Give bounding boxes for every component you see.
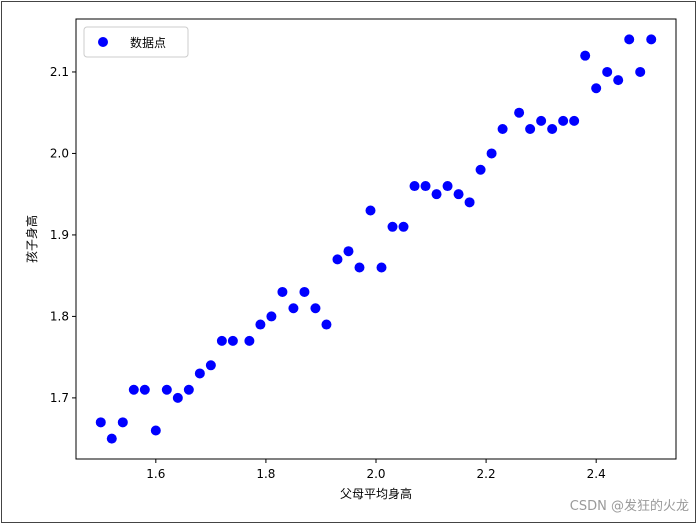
data-point bbox=[525, 124, 536, 134]
data-point bbox=[409, 181, 420, 192]
data-points bbox=[95, 34, 657, 444]
data-point bbox=[255, 319, 266, 330]
x-tick-label: 1.8 bbox=[256, 467, 275, 481]
data-point bbox=[475, 164, 486, 175]
legend: 数据点 bbox=[83, 26, 189, 58]
data-point bbox=[486, 148, 497, 159]
x-axis-label: 父母平均身高 bbox=[340, 486, 412, 501]
data-point bbox=[194, 368, 205, 379]
data-point bbox=[431, 189, 442, 200]
data-point bbox=[624, 34, 635, 45]
data-point bbox=[310, 303, 321, 314]
y-tick-label: 1.9 bbox=[50, 228, 69, 242]
data-point bbox=[161, 384, 172, 395]
legend-box bbox=[83, 26, 189, 58]
y-tick-label: 1.7 bbox=[50, 391, 69, 405]
data-point bbox=[398, 221, 409, 232]
legend-label: 数据点 bbox=[130, 35, 166, 50]
data-point bbox=[288, 303, 299, 314]
data-point bbox=[332, 254, 343, 265]
data-point bbox=[453, 189, 464, 200]
data-point bbox=[354, 262, 365, 273]
data-point bbox=[150, 425, 161, 436]
data-point bbox=[95, 417, 106, 428]
data-point bbox=[613, 75, 624, 86]
y-tick-label: 2.0 bbox=[50, 146, 69, 160]
watermark: CSDN @发狂的火龙 bbox=[570, 498, 689, 514]
data-point bbox=[172, 392, 183, 403]
data-point bbox=[558, 115, 569, 126]
x-tick-label: 2.4 bbox=[587, 467, 606, 481]
data-point bbox=[376, 262, 387, 273]
x-tick-label: 2.0 bbox=[366, 467, 385, 481]
data-point bbox=[602, 66, 613, 77]
data-point bbox=[343, 246, 354, 257]
y-tick-label: 2.1 bbox=[50, 65, 69, 79]
data-point bbox=[321, 319, 332, 330]
y-axis-label: 孩子身高 bbox=[24, 215, 39, 263]
data-point bbox=[299, 286, 310, 297]
data-point bbox=[547, 124, 558, 134]
data-point bbox=[514, 107, 525, 118]
data-point bbox=[580, 50, 591, 61]
data-point bbox=[464, 197, 475, 208]
x-axis-ticks: 1.6 1.8 2.0 2.2 2.4 bbox=[146, 459, 606, 481]
data-point bbox=[536, 115, 547, 126]
data-point bbox=[266, 311, 277, 322]
data-point bbox=[569, 115, 580, 126]
data-point bbox=[646, 34, 657, 45]
data-point bbox=[205, 360, 216, 371]
data-point bbox=[183, 384, 194, 395]
legend-marker bbox=[98, 37, 108, 47]
data-point bbox=[635, 66, 646, 77]
data-point bbox=[128, 384, 139, 395]
data-point bbox=[139, 384, 150, 395]
data-point bbox=[442, 181, 453, 192]
data-point bbox=[365, 205, 376, 216]
data-point bbox=[277, 286, 288, 297]
data-point bbox=[420, 181, 431, 192]
y-axis-ticks: 1.7 1.8 1.9 2.0 2.1 bbox=[50, 65, 76, 405]
data-point bbox=[244, 335, 255, 346]
y-tick-label: 1.8 bbox=[50, 309, 69, 323]
data-point bbox=[117, 417, 128, 428]
plot-area bbox=[75, 18, 677, 460]
x-tick-label: 1.6 bbox=[146, 467, 165, 481]
data-point bbox=[591, 83, 602, 94]
data-point bbox=[497, 124, 508, 134]
data-point bbox=[387, 221, 398, 232]
x-tick-label: 2.2 bbox=[477, 467, 496, 481]
data-point bbox=[106, 433, 117, 444]
data-point bbox=[227, 335, 238, 346]
data-point bbox=[216, 335, 227, 346]
